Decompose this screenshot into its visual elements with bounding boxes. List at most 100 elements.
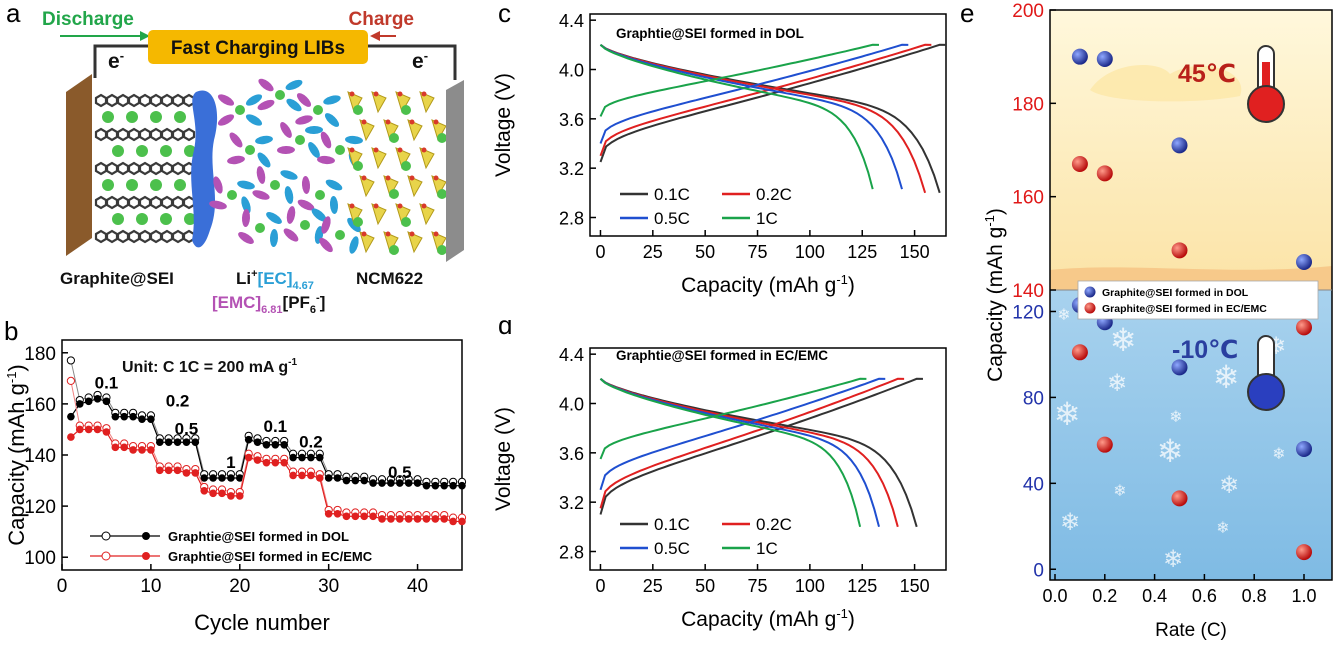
x-tick-label: 0.4 — [1142, 586, 1167, 606]
charge-label: Charge — [349, 9, 414, 30]
legend-label: Graphite@SEI formed in EC/EMC — [1102, 303, 1267, 315]
y-tick-label: 160 — [24, 395, 56, 416]
y-tick-label-bottom: 120 — [1012, 302, 1044, 323]
graphite-hexagon — [138, 195, 152, 210]
data-point-discharge — [387, 479, 395, 487]
voltage-curve-charge — [599, 43, 879, 117]
x-tick-label: 10 — [140, 576, 161, 597]
cathode-label: NCM622 — [356, 269, 423, 288]
chart-title: Graphtie@SEI formed in DOL — [616, 26, 804, 41]
data-point-discharge — [173, 438, 182, 447]
data-point-discharge — [440, 515, 449, 523]
chart-title: Graphtie@SEI formed in EC/EMC — [616, 348, 828, 363]
legend-label: 0.5C — [654, 209, 690, 228]
x-axis-label: Capacity (mAh g-1) — [681, 272, 855, 297]
data-point-cold — [1296, 440, 1312, 457]
cathode-current-collector — [446, 80, 464, 262]
data-point-discharge — [404, 479, 413, 487]
oxygen-atom — [433, 175, 439, 181]
y-axis-label: Capacity (mAh g-1) — [982, 208, 1007, 382]
voltage-curve-discharge — [599, 378, 862, 528]
emc-molecule — [280, 122, 292, 138]
voltage-curve-charge — [599, 377, 905, 509]
data-point-charge — [66, 356, 75, 365]
graphite-hexagon — [94, 161, 108, 176]
data-point-cold — [1296, 544, 1312, 561]
data-point-discharge — [120, 412, 129, 421]
legend-marker-filled — [142, 532, 150, 540]
ec-molecule — [286, 98, 302, 112]
y-tick-label: 120 — [24, 497, 56, 518]
snowflake-icon: ❄ — [1163, 546, 1183, 573]
rate-label: 0.1 — [264, 417, 288, 436]
y-tick-label: 4.4 — [559, 11, 584, 31]
voltage-curve-discharge — [599, 43, 927, 194]
y-axis-label: Capacity (mAh g-1) — [4, 364, 29, 546]
graphite-hexagon — [94, 195, 108, 210]
data-point-discharge — [67, 433, 75, 441]
data-point-discharge — [280, 440, 289, 449]
graphite-hexagon — [171, 93, 185, 108]
graphite-hexagon — [182, 195, 196, 210]
emc-molecule — [277, 145, 295, 155]
oxygen-atom — [397, 203, 403, 209]
x-tick-label: 25 — [643, 242, 663, 262]
li-ion-sphere — [315, 190, 325, 200]
graphite-hexagon — [105, 127, 119, 142]
data-point-discharge — [155, 438, 164, 447]
thermometer-hot-bulb — [1247, 85, 1285, 123]
graphite-hexagon — [94, 229, 108, 244]
graphite-hexagon — [94, 127, 108, 142]
y-tick-label-bottom: 80 — [1023, 388, 1044, 409]
y-tick-label-top: 140 — [1012, 281, 1044, 302]
x-tick-label: 30 — [318, 576, 339, 597]
graphite-hexagon — [138, 229, 152, 244]
data-point-discharge — [378, 479, 386, 487]
x-tick-label: 125 — [847, 576, 877, 596]
snowflake-icon: ❄ — [1110, 322, 1137, 358]
data-point-discharge — [75, 400, 84, 408]
ncm-octahedron — [407, 175, 423, 198]
ec-molecule — [345, 135, 363, 145]
data-point-discharge — [298, 471, 306, 480]
rate-label: 0.5 — [175, 420, 199, 439]
emc-molecule — [213, 176, 223, 194]
ec-molecule — [255, 135, 273, 145]
emc-molecule — [252, 190, 270, 200]
data-point-discharge — [271, 440, 280, 449]
data-point-discharge — [324, 474, 333, 482]
x-tick-label: 0.8 — [1242, 586, 1267, 606]
data-point-hot — [1171, 137, 1188, 154]
panel-c: c Graphtie@SEI formed in DOL 0 25 50 75 100 12… — [480, 0, 950, 320]
y-tick-label: 3.6 — [559, 444, 584, 464]
li-ion-sphere — [401, 161, 411, 171]
electron-right: e- — [412, 48, 428, 73]
snowflake-icon: ❄ — [1057, 307, 1070, 324]
data-point-discharge — [333, 474, 342, 482]
y-tick-label: 140 — [24, 446, 56, 467]
data-point-hot — [1096, 165, 1113, 182]
legend-label: 0.2C — [756, 185, 792, 204]
x-tick-label: 0 — [595, 576, 605, 596]
graphite-hexagon — [182, 127, 196, 142]
graphite-hexagon — [127, 161, 141, 176]
anode-label: Graphite@SEI — [60, 269, 174, 288]
li-ion-sphere — [389, 189, 399, 199]
data-point-discharge — [138, 446, 146, 454]
x-tick-label: 50 — [695, 576, 715, 596]
panel-letter-e: e — [960, 0, 974, 28]
data-point-discharge — [227, 492, 235, 500]
li-ion-sphere — [275, 90, 285, 100]
graphite-hexagon — [171, 195, 185, 210]
legend-label: Graphite@SEI formed in DOL — [1102, 287, 1249, 299]
graphite-hexagon — [138, 93, 152, 108]
emc-molecule — [321, 216, 331, 234]
graphite-hexagon — [149, 127, 163, 142]
ec-molecule — [349, 236, 359, 254]
x-tick-label: 100 — [795, 576, 825, 596]
graphite-hexagon — [149, 195, 163, 210]
legend-label: Graphtie@SEI formed in EC/EMC — [168, 549, 373, 564]
chart-b-annotation: Unit: C 1C = 200 mA g-1 — [122, 357, 297, 376]
emc-molecule — [241, 209, 251, 227]
data-point-discharge — [307, 453, 315, 462]
